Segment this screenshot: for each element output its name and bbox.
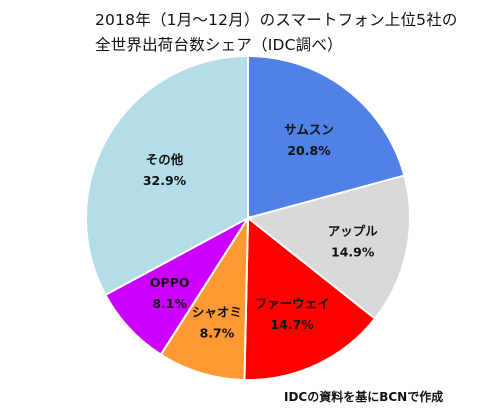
pie-slice-5 [85,54,249,297]
pie-slice-2 [243,215,377,381]
source-note: IDCの資料を基にBCNで作成 [284,390,444,404]
slice-value-label-1: 14.9% [331,245,375,260]
slice-value-label-5: 32.9% [143,173,187,188]
slice-value-label-0: 20.8% [287,143,331,158]
pie-slice-0 [247,54,406,220]
slice-value-label-2: 14.7% [270,317,314,332]
slice-value-label-3: 8.7% [200,325,235,340]
pie-slices [85,54,411,381]
slice-name-label-4: OPPO [150,275,190,290]
pie-slice-3 [159,214,250,381]
slice-name-label-0: サムスン [284,122,334,137]
slice-name-label-1: アップル [328,224,379,239]
slice-value-label-4: 8.1% [152,296,187,311]
pie-labels: サムスン 20.8% アップル 14.9% ファーウェイ 14.7% シャオミ 8.7% OPP… [143,122,378,340]
slice-name-label-2: ファーウェイ [255,296,330,311]
pie-slice-1 [245,174,411,321]
chart-title-line-2: 全世界出荷台数シェア（IDC調べ） [95,36,343,54]
slice-name-label-5: その他 [146,152,184,167]
slice-name-label-3: シャオミ [192,304,242,319]
chart-title-line-1: 2018年（1月～12月）のスマートフォン上位5社の [95,11,458,29]
